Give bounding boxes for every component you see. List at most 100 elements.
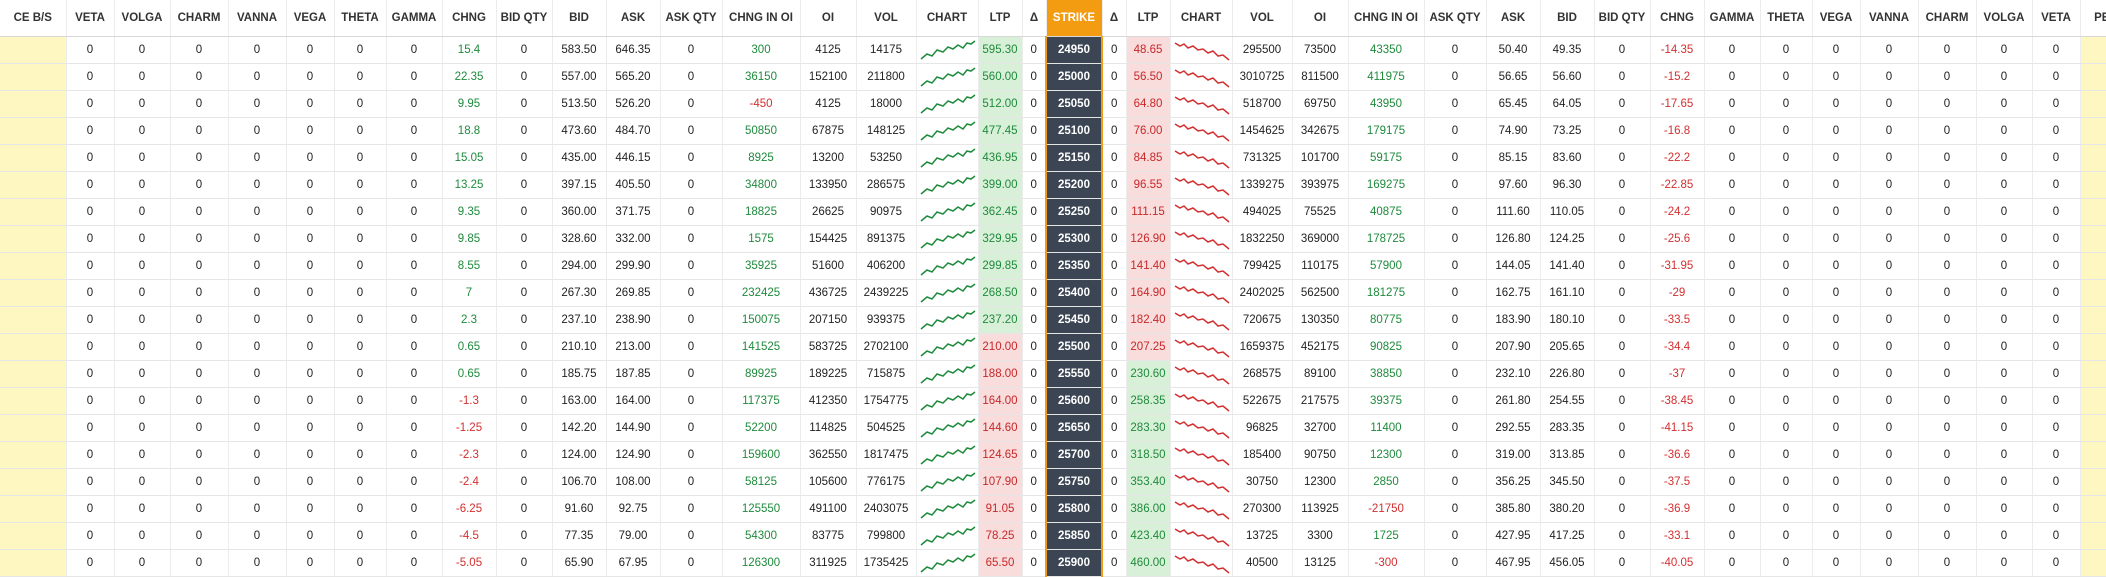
ce-chart-sparkline[interactable]: [916, 522, 979, 550]
pe-chart-sparkline[interactable]: [1170, 90, 1233, 118]
chain-row[interactable]: 0 0 0 0 0 0 0 15.05 0 435.00 446.15 0 8925 13200 53250…: [0, 144, 2106, 172]
pe-chart-sparkline[interactable]: [1170, 252, 1233, 280]
ce-buy-sell-cell[interactable]: [0, 468, 67, 496]
chain-row[interactable]: 0 0 0 0 0 0 0 9.85 0 328.60 332.00 0 1575 154425 89137…: [0, 225, 2106, 253]
ce-chart-sparkline[interactable]: [916, 144, 979, 172]
chain-row[interactable]: 0 0 0 0 0 0 0 0.65 0 210.10 213.00 0 141525 583725 270…: [0, 333, 2106, 361]
pe-buy-sell-cell[interactable]: [2080, 468, 2106, 496]
chain-row[interactable]: 0 0 0 0 0 0 0 15.4 0 583.50 646.35 0 300 4125 14175 595…: [0, 36, 2106, 64]
pe-chart-sparkline[interactable]: [1170, 522, 1233, 550]
ce-buy-sell-cell[interactable]: [0, 333, 67, 361]
chain-row[interactable]: 0 0 0 0 0 0 0 -1.3 0 163.00 164.00 0 117375 412350 175…: [0, 387, 2106, 415]
pe-buy-sell-cell[interactable]: [2080, 90, 2106, 118]
pe-buy-sell-cell[interactable]: [2080, 198, 2106, 226]
pe-chart-sparkline[interactable]: [1170, 198, 1233, 226]
ce-buy-sell-cell[interactable]: [0, 117, 67, 145]
chain-row[interactable]: 0 0 0 0 0 0 0 18.8 0 473.60 484.70 0 50850 67875 14812…: [0, 117, 2106, 145]
ce-bid-header[interactable]: BID: [552, 0, 607, 37]
pe-buy-sell-cell[interactable]: [2080, 306, 2106, 334]
pe-veta-header[interactable]: VETA: [2032, 0, 2081, 37]
pe-chart-sparkline[interactable]: [1170, 225, 1233, 253]
pe-buy-sell-cell[interactable]: [2080, 387, 2106, 415]
ce-chart-sparkline[interactable]: [916, 441, 979, 469]
ce-chart-sparkline[interactable]: [916, 90, 979, 118]
ce-buy-sell-cell[interactable]: [0, 198, 67, 226]
ce-chart-sparkline[interactable]: [916, 63, 979, 91]
pe-gamma-header[interactable]: GAMMA: [1704, 0, 1761, 37]
pe-buy-sell-cell[interactable]: [2080, 333, 2106, 361]
pe-chart-sparkline[interactable]: [1170, 360, 1233, 388]
ce-buy-sell-cell[interactable]: [0, 279, 67, 307]
ce-chart-sparkline[interactable]: [916, 495, 979, 523]
pe-chart-sparkline[interactable]: [1170, 468, 1233, 496]
pe-chart-sparkline[interactable]: [1170, 387, 1233, 415]
pe-buy-sell-cell[interactable]: [2080, 279, 2106, 307]
pe-ltp-header[interactable]: LTP: [1126, 0, 1171, 37]
ce-chng-oi-header[interactable]: CHNG IN OI: [722, 0, 801, 37]
pe-chart-sparkline[interactable]: [1170, 441, 1233, 469]
pe-chart-header[interactable]: CHART: [1170, 0, 1233, 37]
chain-row[interactable]: 0 0 0 0 0 0 0 2.3 0 237.10 238.90 0 150075 207150 9393…: [0, 306, 2106, 334]
pe-buy-sell-cell[interactable]: [2080, 441, 2106, 469]
ce-buy-sell-cell[interactable]: [0, 387, 67, 415]
pe-volga-header[interactable]: VOLGA: [1976, 0, 2033, 37]
pe-bs-header[interactable]: PE B/S: [2080, 0, 2106, 37]
pe-vol-header[interactable]: VOL: [1232, 0, 1293, 37]
chain-row[interactable]: 0 0 0 0 0 0 0 -4.5 0 77.35 79.00 0 54300 83775 799800 7…: [0, 522, 2106, 550]
pe-buy-sell-cell[interactable]: [2080, 117, 2106, 145]
chain-row[interactable]: 0 0 0 0 0 0 0 -1.25 0 142.20 144.90 0 52200 114825 504…: [0, 414, 2106, 442]
pe-buy-sell-cell[interactable]: [2080, 171, 2106, 199]
chain-row[interactable]: 0 0 0 0 0 0 0 9.95 0 513.50 526.20 0 -450 4125 18000 51…: [0, 90, 2106, 118]
chain-row[interactable]: 0 0 0 0 0 0 0 13.25 0 397.15 405.50 0 34800 133950 286…: [0, 171, 2106, 199]
pe-charm-header[interactable]: CHARM: [1918, 0, 1977, 37]
pe-buy-sell-cell[interactable]: [2080, 549, 2106, 577]
pe-ask-header[interactable]: ASK: [1486, 0, 1541, 37]
ce-buy-sell-cell[interactable]: [0, 306, 67, 334]
ce-gamma-header[interactable]: GAMMA: [386, 0, 443, 37]
pe-chng-header[interactable]: CHNG: [1650, 0, 1705, 37]
pe-delta-header[interactable]: Δ: [1102, 0, 1127, 37]
ce-charm-header[interactable]: CHARM: [170, 0, 229, 37]
pe-chart-sparkline[interactable]: [1170, 144, 1233, 172]
ce-chart-sparkline[interactable]: [916, 360, 979, 388]
ce-buy-sell-cell[interactable]: [0, 414, 67, 442]
pe-oi-header[interactable]: OI: [1292, 0, 1349, 37]
pe-chart-sparkline[interactable]: [1170, 495, 1233, 523]
chain-row[interactable]: 0 0 0 0 0 0 0 -2.4 0 106.70 108.00 0 58125 105600 7761…: [0, 468, 2106, 496]
ce-buy-sell-cell[interactable]: [0, 252, 67, 280]
pe-chart-sparkline[interactable]: [1170, 414, 1233, 442]
ce-buy-sell-cell[interactable]: [0, 90, 67, 118]
pe-buy-sell-cell[interactable]: [2080, 522, 2106, 550]
ce-buy-sell-cell[interactable]: [0, 360, 67, 388]
pe-buy-sell-cell[interactable]: [2080, 414, 2106, 442]
pe-buy-sell-cell[interactable]: [2080, 225, 2106, 253]
ce-chart-sparkline[interactable]: [916, 171, 979, 199]
ce-chart-sparkline[interactable]: [916, 414, 979, 442]
chain-row[interactable]: 0 0 0 0 0 0 0 0.65 0 185.75 187.85 0 89925 189225 7158…: [0, 360, 2106, 388]
pe-vanna-header[interactable]: VANNA: [1860, 0, 1919, 37]
ce-chart-sparkline[interactable]: [916, 387, 979, 415]
pe-chart-sparkline[interactable]: [1170, 549, 1233, 577]
ce-theta-header[interactable]: THETA: [334, 0, 387, 37]
ce-chart-sparkline[interactable]: [916, 306, 979, 334]
ce-bs-header[interactable]: CE B/S: [0, 0, 67, 37]
chain-row[interactable]: 0 0 0 0 0 0 0 22.35 0 557.00 565.20 0 36150 152100 211…: [0, 63, 2106, 91]
pe-chart-sparkline[interactable]: [1170, 63, 1233, 91]
ce-buy-sell-cell[interactable]: [0, 36, 67, 64]
chain-row[interactable]: 0 0 0 0 0 0 0 -2.3 0 124.00 124.90 0 159600 362550 181…: [0, 441, 2106, 469]
pe-buy-sell-cell[interactable]: [2080, 144, 2106, 172]
pe-theta-header[interactable]: THETA: [1760, 0, 1813, 37]
ce-chart-sparkline[interactable]: [916, 279, 979, 307]
ce-buy-sell-cell[interactable]: [0, 549, 67, 577]
ce-ltp-header[interactable]: LTP: [978, 0, 1023, 37]
ce-buy-sell-cell[interactable]: [0, 225, 67, 253]
pe-bid-qty-header[interactable]: BID QTY: [1594, 0, 1651, 37]
ce-buy-sell-cell[interactable]: [0, 441, 67, 469]
ce-chart-sparkline[interactable]: [916, 198, 979, 226]
ce-delta-header[interactable]: Δ: [1022, 0, 1047, 37]
ce-buy-sell-cell[interactable]: [0, 63, 67, 91]
pe-buy-sell-cell[interactable]: [2080, 360, 2106, 388]
ce-buy-sell-cell[interactable]: [0, 144, 67, 172]
ce-volga-header[interactable]: VOLGA: [114, 0, 171, 37]
ce-chart-sparkline[interactable]: [916, 549, 979, 577]
